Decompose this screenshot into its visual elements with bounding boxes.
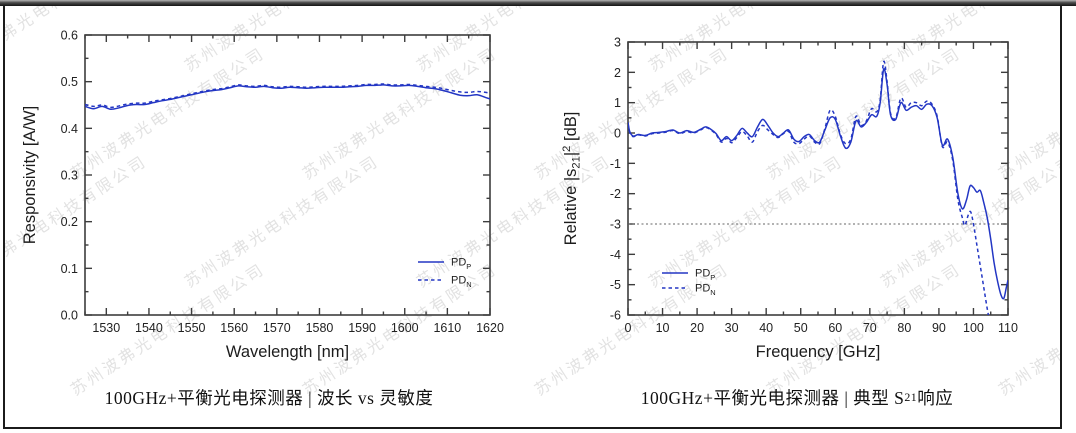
svg-text:1: 1 [614,96,621,110]
svg-text:2: 2 [614,66,621,80]
svg-text:PDP​: PDP​ [695,268,715,283]
y-axis-title: Relative |s21​|2​ [dB] [561,112,583,246]
x-axis-title: Wavelength [nm] [226,343,349,361]
chart-panel-s21: 0 10 20 30 40 50 60 70 80 90 100 110 -6 -5 -4 -3 -2 -1 0 1 2… [533,6,1060,418]
svg-text:1530: 1530 [92,321,120,335]
svg-text:1550: 1550 [178,321,206,335]
svg-text:-5: -5 [610,278,621,292]
svg-text:1600: 1600 [391,321,419,335]
svg-text:0.4: 0.4 [61,122,78,136]
svg-text:0: 0 [625,321,632,335]
svg-text:20: 20 [690,321,704,335]
svg-text:70: 70 [863,321,877,335]
svg-text:0.3: 0.3 [61,169,78,183]
axes: 0 10 20 30 40 50 60 70 80 90 100 110 -6 -5 -4 -3 -2 -1 0 1 2… [610,36,1018,336]
svg-text:-2: -2 [610,187,621,201]
svg-text:30: 30 [725,321,739,335]
svg-text:110: 110 [998,321,1018,335]
svg-text:0.0: 0.0 [61,309,78,323]
svg-text:60: 60 [828,321,842,335]
svg-text:0.5: 0.5 [61,75,78,89]
svg-text:0: 0 [614,127,621,141]
svg-text:1610: 1610 [433,321,461,335]
svg-text:-3: -3 [610,218,621,232]
svg-text:3: 3 [614,36,621,50]
svg-text:1580: 1580 [306,321,334,335]
window-top-edge [0,0,1076,6]
series-pd_p-line [628,68,1008,300]
svg-text:90: 90 [932,321,946,335]
series-pd_p-line [85,84,490,110]
y-axis-title: Responsivity [A/W] [21,106,39,244]
svg-text:0.6: 0.6 [61,29,78,43]
svg-text:PDP​: PDP​ [451,257,471,272]
svg-text:1620: 1620 [476,321,504,335]
svg-text:1560: 1560 [220,321,248,335]
svg-text:0.1: 0.1 [61,262,78,276]
svg-text:100: 100 [963,321,984,335]
figure-frame: 苏州波弗光电科技有限公司 苏州波弗光电科技有限公司 苏州波弗光电科技有限公司 苏州波弗… [3,6,1062,429]
svg-text:40: 40 [759,321,773,335]
s21-chart-caption: 100GHz+平衡光电探测器 | 典型 S 21 响应 [640,387,954,408]
svg-text:80: 80 [897,321,911,335]
s21-chart-canvas: 0 10 20 30 40 50 60 70 80 90 100 110 -6 -5 -4 -3 -2 -1 0 1 2… [561,36,1018,362]
svg-text:0.2: 0.2 [61,215,78,229]
svg-text:1540: 1540 [135,321,163,335]
svg-text:PDN​: PDN​ [451,275,472,290]
series-pd_n-line [628,60,990,315]
responsivity-chart-canvas: 1530 1540 1550 1560 1570 1580 1590 1600 1610 1620… [21,29,504,362]
svg-text:10: 10 [656,321,670,335]
svg-text:-1: -1 [610,157,621,171]
legend: PDP​PDN​ [662,268,716,298]
svg-text:1590: 1590 [348,321,376,335]
x-axis-title: Frequency [GHz] [756,343,881,361]
svg-text:PDN​: PDN​ [695,283,716,298]
responsivity-chart-caption: 100GHz+平衡光电探测器 | 波长 vs 灵敏度 [104,387,434,408]
charts-row: 1530 1540 1550 1560 1570 1580 1590 1600 1610 1620… [5,6,1060,418]
svg-text:50: 50 [794,321,808,335]
svg-text:-6: -6 [610,309,621,323]
legend: PDP​ PDN​ [418,257,472,290]
svg-text:-4: -4 [610,248,621,262]
axes: 1530 1540 1550 1560 1570 1580 1590 1600 1610 1620… [61,29,504,336]
chart-panel-responsivity: 1530 1540 1550 1560 1570 1580 1590 1600 1610 1620… [5,6,533,418]
svg-text:1570: 1570 [263,321,291,335]
